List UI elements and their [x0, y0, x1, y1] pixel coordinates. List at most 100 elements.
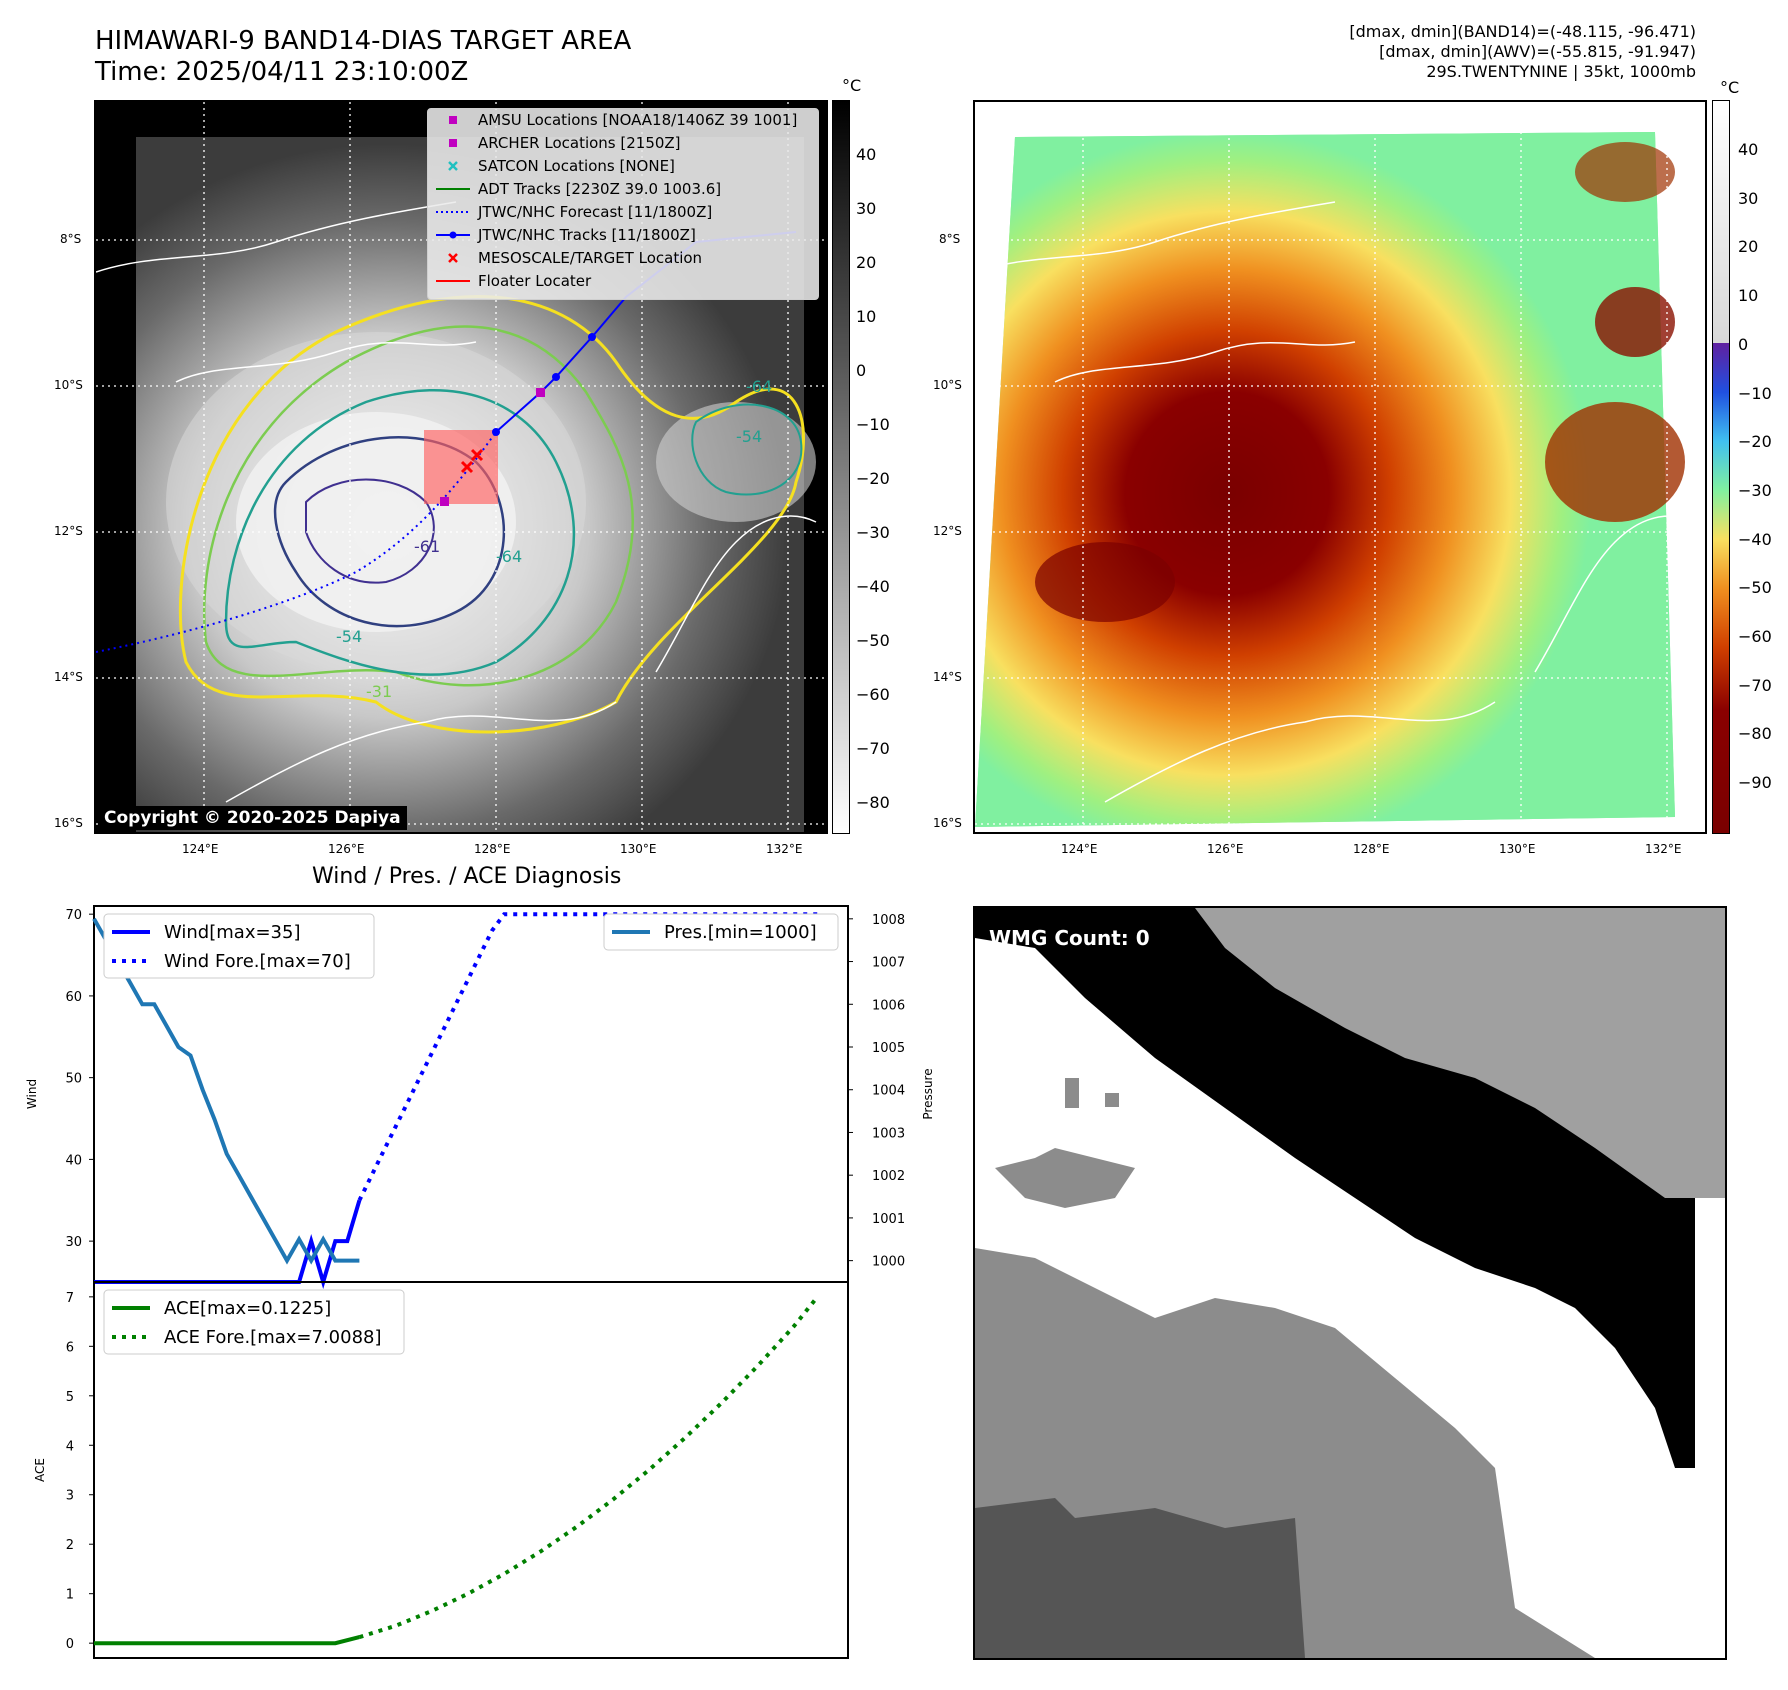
series-line-pres- [92, 917, 360, 1265]
colorbar-right-unit: °C [1720, 78, 1740, 97]
wind-y-axis-label: Wind [25, 1079, 39, 1109]
lon-label: 132°E [766, 842, 803, 856]
wind-legend-label: Wind[max=35] [164, 922, 301, 943]
colorbar-tick-label: −10 [856, 415, 890, 434]
pressure-y-tick-label: 1000 [872, 1255, 905, 1270]
enhanced-map-image [975, 102, 1705, 832]
colorbar-tick-label: 40 [856, 145, 877, 164]
legend-symbol [449, 139, 457, 147]
legend-item: AMSU Locations [NOAA18/1406Z 39 1001] [428, 109, 818, 132]
legend-item: SATCON Locations [NONE] [428, 155, 818, 178]
lat-label: 8°S [939, 232, 961, 246]
lon-label: 126°E [328, 842, 365, 856]
contour-label: -64 [746, 377, 772, 396]
legend-symbol [449, 116, 457, 124]
legend-item: MESOSCALE/TARGET Location [428, 247, 818, 270]
legend-symbol [436, 231, 470, 239]
lat-label: 12°S [54, 524, 83, 538]
colorbar-tick-label: −90 [1738, 773, 1772, 793]
ace-y-axis-label: ACE [33, 1458, 47, 1482]
legend-label: SATCON Locations [NONE] [478, 157, 675, 175]
contour-label: -64 [496, 547, 522, 566]
track-point [588, 333, 596, 341]
wind-axes-frame [93, 905, 849, 1283]
colorbar-tick-label: 20 [1738, 237, 1759, 257]
colorbar-left-unit: °C [842, 76, 862, 95]
ace-y-tick-label: 7 [66, 1291, 74, 1306]
legend-symbol [436, 188, 470, 190]
colorbar-tick-label: −50 [1738, 578, 1772, 598]
pressure-y-tick-label: 1006 [872, 998, 905, 1013]
wind-y-tick-label: 50 [65, 1072, 82, 1087]
legend-symbol [448, 253, 458, 263]
wind-y-tick-label: 40 [65, 1153, 82, 1168]
colorbar-tick-label: −20 [856, 469, 890, 488]
pressure-y-tick-label: 1001 [872, 1212, 905, 1227]
ace-y-tick-label: 4 [66, 1439, 74, 1454]
legend-label: JTWC/NHC Tracks [11/1800Z] [478, 226, 696, 244]
lon-label: 130°E [620, 842, 657, 856]
stats-line-2: [dmax, dmin](AWV)=(-55.815, -91.947) [1379, 42, 1696, 61]
contour-label: -54 [736, 427, 762, 446]
colorbar-tick-label: 30 [856, 199, 877, 218]
series-line-ace [94, 1635, 360, 1646]
amsu-marker [536, 388, 545, 397]
colorbar-tick-label: −40 [856, 577, 890, 596]
legend-symbol [436, 280, 470, 282]
ace-y-tick-label: 6 [66, 1340, 74, 1355]
target-area-box [424, 430, 498, 504]
colorbar-tick-label: −10 [1738, 383, 1772, 403]
pressure-y-tick-label: 1004 [872, 1084, 905, 1099]
title-line-1: HIMAWARI-9 BAND14-DIAS TARGET AREA [95, 26, 632, 56]
colorbar-tick-label: −70 [1738, 675, 1772, 695]
wind-legend-box [103, 913, 375, 979]
figure-title: HIMAWARI-9 BAND14-DIAS TARGET AREA Time:… [95, 26, 631, 88]
lat-label: 16°S [933, 816, 962, 830]
colorbar-tick-label: −80 [1738, 724, 1772, 744]
ace-y-tick-label: 3 [66, 1489, 74, 1504]
contour-label: -54 [336, 627, 362, 646]
enhanced-map-panel [973, 100, 1707, 834]
legend-symbol [448, 161, 458, 171]
lat-label: 16°S [54, 816, 83, 830]
lon-label: 124°E [182, 842, 219, 856]
ace-legend-label: ACE[max=0.1225] [164, 1298, 331, 1319]
pressure-y-tick-label: 1005 [872, 1041, 905, 1056]
legend-item: ADT Tracks [2230Z 39.0 1003.6] [428, 178, 818, 201]
legend-item: Floater Locater [428, 270, 818, 293]
lat-label: 14°S [54, 670, 83, 684]
colorbar-right [1712, 100, 1730, 834]
colorbar-tick-label: −40 [1738, 529, 1772, 549]
ace-axes-frame [93, 1281, 849, 1659]
diagnosis-title: Wind / Pres. / ACE Diagnosis [312, 864, 622, 889]
lon-label: 128°E [1353, 842, 1390, 856]
lat-label: 10°S [54, 378, 83, 392]
legend-label: MESOSCALE/TARGET Location [478, 249, 703, 267]
wmg-panel: WMG Count: 0 [973, 906, 1727, 1660]
pressure-y-tick-label: 1002 [872, 1169, 905, 1184]
wmg-count: WMG Count: 0 [989, 926, 1150, 950]
track-point [492, 428, 500, 436]
series-line-ace-fore- [358, 1295, 820, 1640]
lat-label: 14°S [933, 670, 962, 684]
colorbar-tick-label: −30 [1738, 480, 1772, 500]
ace-y-tick-label: 1 [66, 1588, 74, 1603]
wind-fore-legend-label: Wind Fore.[max=70] [164, 951, 351, 972]
colorbar-tick-label: 40 [1738, 140, 1759, 159]
track-point [552, 373, 560, 381]
track-legend: AMSU Locations [NOAA18/1406Z 39 1001] ARC… [427, 108, 819, 300]
legend-label: ARCHER Locations [2150Z] [478, 134, 681, 152]
colorbar-tick-label: 0 [1738, 334, 1749, 354]
series-line-wind-fore- [357, 912, 818, 1202]
colorbar-tick-label: 10 [856, 307, 877, 326]
pressure-legend-box [603, 913, 839, 951]
lon-label: 128°E [474, 842, 511, 856]
ace-y-tick-label: 2 [66, 1538, 74, 1553]
series-line-wind [94, 1199, 362, 1290]
ace-y-tick-label: 0 [66, 1637, 74, 1652]
legend-item: JTWC/NHC Tracks [11/1800Z] [428, 224, 818, 247]
copyright-notice: Copyright © 2020-2025 Dapiya [98, 806, 407, 830]
colorbar-tick-label: −80 [856, 793, 890, 812]
colorbar-tick-label: −70 [856, 739, 890, 758]
pressure-y-tick-label: 1003 [872, 1126, 905, 1141]
